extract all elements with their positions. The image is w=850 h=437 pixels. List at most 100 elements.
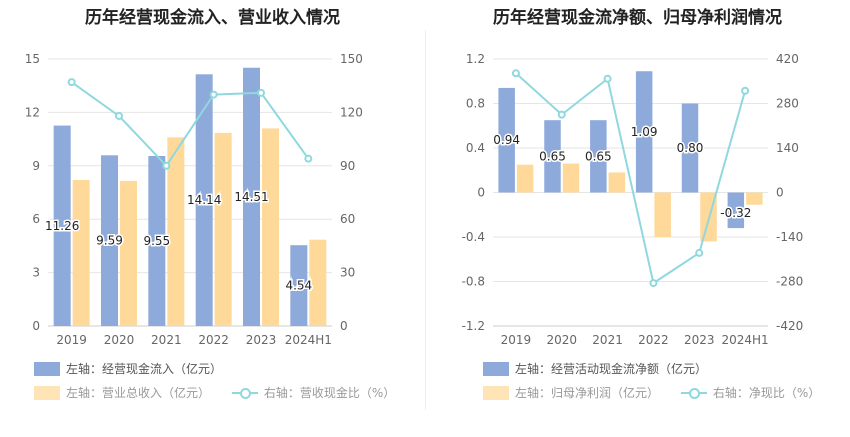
y-right-tick-label: -140 <box>776 230 803 244</box>
series-line <box>515 72 747 285</box>
line-point <box>695 248 704 257</box>
line-point <box>304 154 313 163</box>
y-left-tick-label: 3 <box>32 266 40 280</box>
bar <box>746 192 763 205</box>
bar <box>544 120 561 193</box>
series-line <box>71 81 310 168</box>
y-right-tick-label: 140 <box>776 141 799 155</box>
bar <box>195 74 213 326</box>
legend-label: 左轴：营业总收入（亿元） <box>66 386 211 400</box>
left-chart-panel: 历年经营现金流入、营业收入情况 0 3 6 9 12 15 0 30 60 90 120 150 201… <box>25 8 413 403</box>
x-tick-label: 2022 <box>198 333 229 347</box>
y-right-tick-label: 420 <box>776 52 799 66</box>
y-right-tick-label: 0 <box>776 186 784 200</box>
bar <box>727 192 745 229</box>
legend-swatch <box>483 385 509 400</box>
bar-data-label: 9.59 <box>96 234 123 248</box>
legend-item[interactable]: 左轴：营业总收入（亿元） <box>34 384 210 401</box>
legend: 左轴：营业总收入（亿元） 右轴：营收现金比（%） <box>34 384 413 403</box>
bar <box>72 180 90 326</box>
y-left-tick-label: -1.2 <box>462 319 485 333</box>
bar <box>516 164 534 193</box>
legend-item[interactable]: 右轴：净现比（%） <box>680 384 820 401</box>
legend-label: 右轴：营收现金比（%） <box>263 386 396 400</box>
legend: 左轴：经营活动现金流净额（亿元） <box>483 360 725 379</box>
line-point <box>603 74 612 83</box>
line-point <box>257 88 265 97</box>
x-tick-label: 2020 <box>546 333 577 347</box>
bar <box>120 180 137 326</box>
y-right-tick-label: 0 <box>340 319 348 333</box>
y-left-tick-label: 0.4 <box>466 141 485 155</box>
y-right-tick-label: 30 <box>340 266 355 280</box>
x-tick-label: 2023 <box>246 333 277 347</box>
bar <box>608 172 626 193</box>
line-point <box>162 161 171 170</box>
bar <box>635 71 653 193</box>
bar <box>590 120 607 193</box>
right-chart-panel: 历年经营现金流净额、归母净利润情况 -1.2 -0.8 -0.4 0 0.4 0.8 1.2… <box>425 0 850 437</box>
bar-data-label: 1.09 <box>631 125 658 139</box>
line-point <box>741 86 750 95</box>
legend-line-icon <box>680 386 707 400</box>
x-tick-label: 2022 <box>638 333 669 347</box>
y-left-tick-label: 6 <box>32 212 40 226</box>
legend-label: 左轴：经营活动现金流净额（亿元） <box>515 362 708 376</box>
y-left-tick-label: 12 <box>25 105 40 119</box>
legend-item[interactable]: 左轴：归母净利润（亿元） <box>483 384 659 401</box>
bar <box>681 103 699 193</box>
legend-item[interactable]: 右轴：营收现金比（%） <box>231 384 396 401</box>
bar-data-label: -0.32 <box>720 206 751 220</box>
legend-swatch <box>34 385 60 400</box>
line-point <box>115 111 123 120</box>
bar <box>262 128 279 326</box>
y-right-tick-label: 90 <box>340 159 355 173</box>
bar-data-label: 0.80 <box>677 141 704 155</box>
y-right-tick-label: 280 <box>776 97 799 111</box>
y-left-tick-label: 1.2 <box>466 52 485 66</box>
bar <box>243 67 260 327</box>
y-right-tick-label: -280 <box>776 275 803 289</box>
x-tick-label: 2024H1 <box>285 333 332 347</box>
legend: 左轴：归母净利润（亿元） 右轴：净现比（%） <box>483 384 838 403</box>
y-right-tick-label: 120 <box>340 105 363 119</box>
y-right-tick-label: 60 <box>340 212 355 226</box>
line-point <box>649 279 658 288</box>
chart-title: 历年经营现金流净额、归母净利润情况 <box>493 8 782 28</box>
y-left-tick-label: -0.4 <box>462 230 485 244</box>
x-tick-label: 2019 <box>56 333 87 347</box>
y-left-tick-label: 9 <box>32 159 40 173</box>
line-point <box>67 78 76 87</box>
chart-canvas: -1.2 -0.8 -0.4 0 0.4 0.8 1.2 -420 -280 -140 0 140 28… <box>462 52 804 347</box>
bar-data-label: 9.55 <box>143 234 170 248</box>
bar <box>101 155 118 326</box>
x-tick-label: 2021 <box>592 333 623 347</box>
bar-data-label: 0.65 <box>539 149 566 163</box>
legend-item[interactable]: 左轴：经营活动现金流净额（亿元） <box>483 360 707 377</box>
legend-label: 左轴：归母净利润（亿元） <box>515 386 660 400</box>
bar <box>214 132 232 326</box>
legend-item[interactable]: 左轴：经营现金流入（亿元） <box>34 360 222 377</box>
y-left-tick-label: 0 <box>32 319 40 333</box>
bar <box>167 137 185 326</box>
bar <box>498 87 515 193</box>
line-point <box>209 90 218 99</box>
bar <box>148 156 166 326</box>
legend: 左轴：经营现金流入（亿元） <box>34 360 240 379</box>
y-right-tick-label: 150 <box>340 52 363 66</box>
y-left-tick-label: 0.8 <box>466 97 485 111</box>
bar <box>654 192 671 237</box>
bar <box>309 239 327 326</box>
y-left-tick-label: -0.8 <box>462 275 485 289</box>
legend-swatch <box>483 361 509 376</box>
y-left-tick-label: 15 <box>25 52 40 66</box>
bar <box>290 245 308 326</box>
legend-swatch <box>34 361 60 376</box>
x-tick-label: 2023 <box>684 333 715 347</box>
chart-title: 历年经营现金流入、营业收入情况 <box>85 8 340 28</box>
bar-data-label: 11.26 <box>45 219 79 233</box>
x-tick-label: 2024H1 <box>721 333 768 347</box>
line-point <box>511 69 520 78</box>
bar <box>53 125 71 327</box>
